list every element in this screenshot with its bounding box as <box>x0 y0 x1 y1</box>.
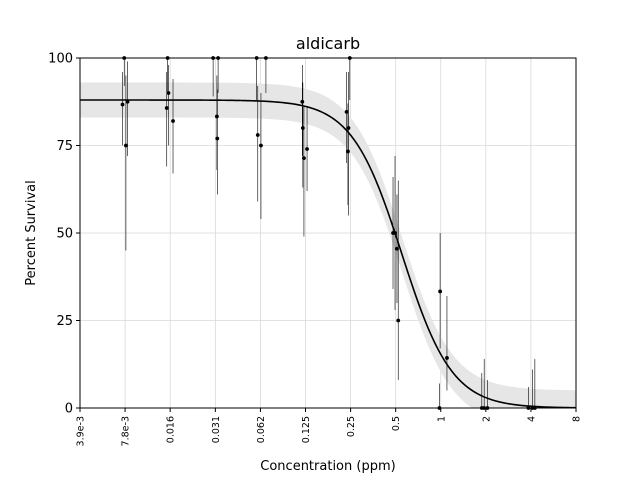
data-point <box>346 126 351 130</box>
x-tick-label: 8 <box>572 416 583 422</box>
data-point <box>300 126 305 130</box>
y-axis-label: Percent Survival <box>24 180 39 285</box>
confidence-band <box>80 82 576 408</box>
x-tick-label: 1 <box>436 416 447 422</box>
data-point <box>215 136 220 141</box>
data-point <box>396 318 401 323</box>
data-point <box>164 106 169 110</box>
y-axis-ticks: 0 25 50 75 100 <box>48 52 80 417</box>
data-point <box>344 110 349 114</box>
data-point <box>255 133 260 137</box>
y-tick-label: 25 <box>56 314 73 329</box>
x-axis-label: Concentration (ppm) <box>260 459 395 474</box>
confidence-band-layer <box>80 82 576 408</box>
fit-curve-layer <box>80 99 577 409</box>
data-point <box>305 147 309 151</box>
x-tick-label: 3.9e-3 <box>76 416 87 446</box>
fit-curve <box>80 99 577 409</box>
x-tick-label: 0.5 <box>391 416 402 431</box>
data-point <box>300 99 305 104</box>
data-point <box>302 156 306 161</box>
x-tick-label: 4 <box>526 416 537 422</box>
y-tick-label: 100 <box>48 52 73 67</box>
data-point <box>125 99 130 104</box>
y-tick-label: 0 <box>65 402 73 417</box>
data-point <box>393 231 397 235</box>
data-point <box>346 149 350 154</box>
x-tick-label: 2 <box>481 416 492 422</box>
data-point <box>171 119 175 123</box>
x-axis-ticks: 3.9e-3 7.8e-3 0.016 0.031 0.062 0.125 0.25 0.5 1… <box>76 408 583 446</box>
y-tick-label: 50 <box>56 227 73 242</box>
data-point <box>124 143 128 148</box>
data-point <box>259 143 263 148</box>
x-tick-label: 0.016 <box>166 416 177 443</box>
error-bars <box>122 58 536 408</box>
data-point <box>395 246 399 251</box>
x-tick-label: 0.062 <box>256 416 267 443</box>
y-tick-label: 75 <box>56 139 73 154</box>
x-tick-label: 0.031 <box>211 416 222 443</box>
data-point <box>166 91 171 95</box>
chart-title: aldicarb <box>296 34 360 53</box>
data-point <box>445 356 449 360</box>
x-tick-label: 7.8e-3 <box>121 416 132 446</box>
data-point <box>120 102 125 107</box>
data-point <box>214 114 219 119</box>
data-point <box>438 289 443 294</box>
data-points <box>120 56 537 410</box>
x-tick-label: 0.125 <box>301 416 312 443</box>
x-tick-label: 0.25 <box>346 416 357 437</box>
